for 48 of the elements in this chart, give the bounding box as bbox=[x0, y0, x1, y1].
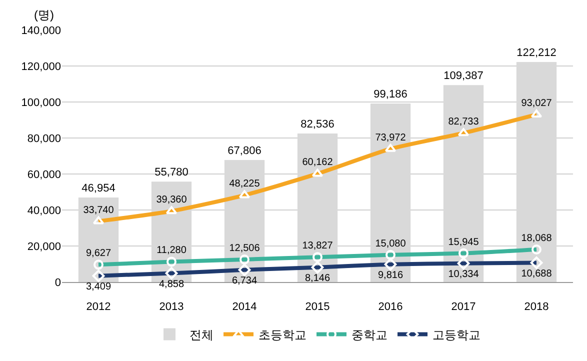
legend-label: 전체 bbox=[190, 328, 214, 342]
data-label: 60,162 bbox=[302, 157, 334, 168]
data-label: 18,068 bbox=[521, 232, 552, 244]
x-tick-label: 2012 bbox=[86, 301, 111, 314]
data-label: 6,734 bbox=[232, 275, 258, 286]
data-label: 12,506 bbox=[229, 242, 260, 254]
y-tick-label: 0 bbox=[54, 276, 61, 289]
data-label: 122,212 bbox=[516, 47, 556, 60]
data-label: 13,827 bbox=[302, 240, 334, 252]
data-label: 33,740 bbox=[83, 204, 114, 216]
data-label: 11,280 bbox=[156, 245, 187, 256]
y-tick-label: 80,000 bbox=[27, 132, 61, 145]
y-tick-label: 140,000 bbox=[21, 24, 61, 37]
x-tick-label: 2016 bbox=[378, 301, 403, 314]
y-tick-label: 120,000 bbox=[21, 60, 61, 73]
x-tick-label: 2014 bbox=[232, 301, 257, 314]
y-tick-label: 40,000 bbox=[27, 204, 61, 217]
legend-label: 고등학교 bbox=[432, 328, 480, 342]
data-label: 39,360 bbox=[156, 194, 188, 206]
data-label: 15,945 bbox=[448, 236, 480, 248]
legend-label: 중학교 bbox=[352, 328, 388, 342]
y-tick-label: 60,000 bbox=[27, 168, 61, 181]
data-label: 109,387 bbox=[444, 70, 484, 82]
x-tick-label: 2015 bbox=[305, 301, 330, 314]
data-label: 10,688 bbox=[521, 268, 552, 280]
data-label: 48,225 bbox=[229, 178, 260, 190]
x-tick-label: 2017 bbox=[451, 301, 476, 314]
data-label: 9,627 bbox=[86, 248, 112, 260]
y-tick-label: 100,000 bbox=[21, 96, 61, 109]
data-label: 3,409 bbox=[86, 281, 112, 292]
data-label: 82,536 bbox=[300, 118, 334, 130]
data-label: 93,027 bbox=[521, 98, 552, 110]
x-tick-label: 2013 bbox=[159, 301, 184, 314]
data-label: 73,972 bbox=[375, 132, 406, 144]
y-tick-label: 20,000 bbox=[27, 240, 61, 253]
data-label: 15,080 bbox=[375, 238, 406, 250]
legend-label: 초등학교 bbox=[258, 328, 306, 342]
data-label: 10,334 bbox=[448, 268, 480, 280]
data-label: 99,186 bbox=[374, 88, 408, 100]
data-label: 8,146 bbox=[304, 272, 330, 284]
x-tick-label: 2018 bbox=[524, 301, 549, 314]
data-label: 46,954 bbox=[82, 182, 116, 194]
y-axis-title: (명) bbox=[34, 8, 54, 22]
data-label: 55,780 bbox=[154, 166, 188, 179]
data-label: 9,816 bbox=[378, 270, 404, 281]
data-label: 82,733 bbox=[448, 116, 480, 128]
data-label: 4,858 bbox=[158, 278, 184, 290]
data-label: 67,806 bbox=[228, 144, 262, 157]
